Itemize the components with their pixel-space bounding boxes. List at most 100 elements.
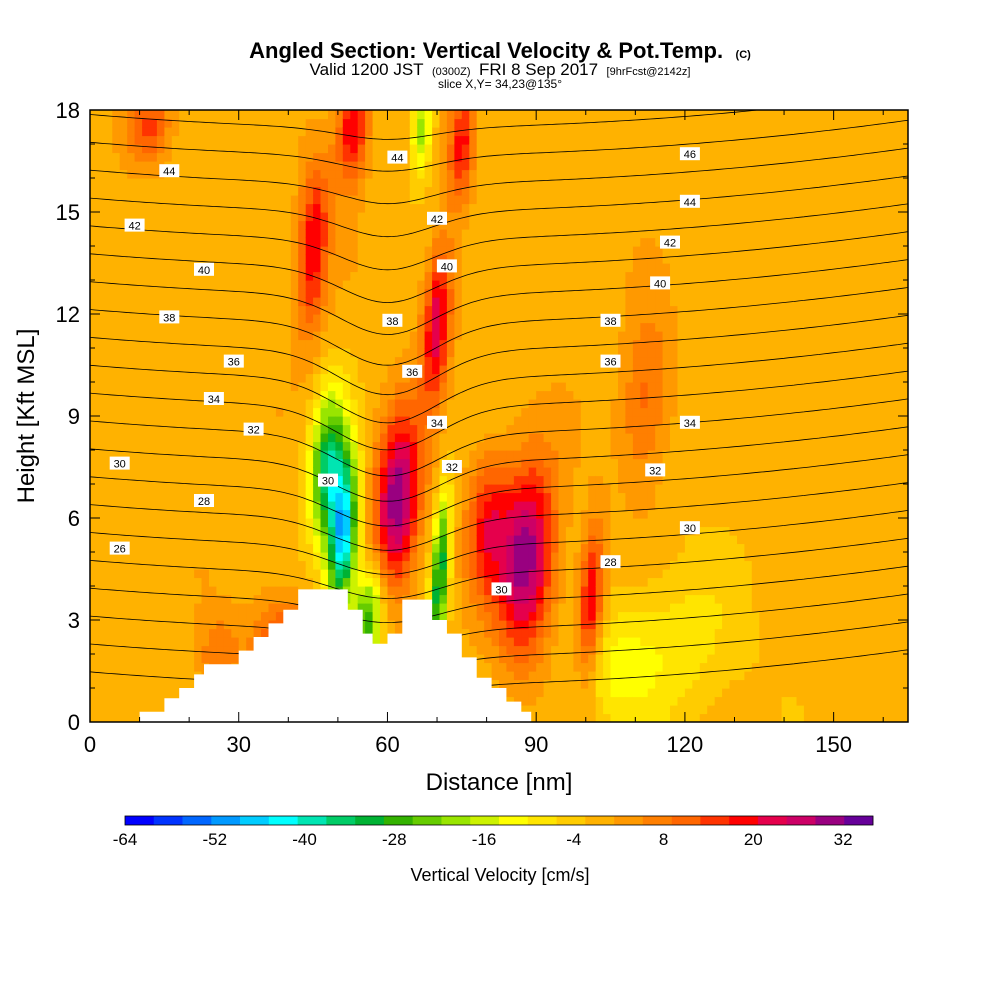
velocity-cell (365, 254, 374, 264)
velocity-cell (595, 407, 604, 417)
velocity-cell (595, 458, 604, 468)
velocity-cell (469, 280, 478, 290)
velocity-cell (134, 331, 143, 341)
velocity-cell (528, 713, 537, 722)
velocity-cell (112, 331, 121, 341)
velocity-cell (506, 339, 515, 349)
velocity-cell (372, 390, 381, 400)
velocity-cell (365, 424, 374, 434)
velocity-cell (261, 263, 269, 273)
velocity-cell (558, 569, 567, 579)
velocity-cell (521, 144, 530, 154)
velocity-cell (342, 526, 351, 536)
velocity-cell (328, 382, 336, 392)
velocity-cell (432, 152, 441, 162)
velocity-cell (551, 467, 560, 477)
velocity-cell (223, 543, 232, 553)
velocity-cell (156, 288, 165, 298)
velocity-cell (491, 484, 500, 494)
velocity-cell (201, 509, 210, 519)
velocity-cell (543, 662, 552, 672)
velocity-cell (216, 161, 225, 171)
velocity-cell (261, 543, 269, 553)
velocity-cell (595, 169, 604, 179)
velocity-cell (283, 220, 292, 230)
velocity-cell (223, 280, 232, 290)
velocity-cell (238, 586, 247, 596)
velocity-cell (112, 654, 121, 664)
velocity-cell (335, 475, 344, 485)
velocity-cell (127, 212, 136, 222)
velocity-cell (342, 458, 351, 468)
velocity-cell (201, 484, 210, 494)
velocity-cell (290, 543, 299, 553)
velocity-cell (365, 467, 374, 477)
velocity-cell (476, 645, 485, 655)
velocity-cell (156, 611, 165, 621)
velocity-cell (127, 390, 136, 400)
velocity-cell (513, 611, 522, 621)
velocity-cell (127, 450, 136, 460)
velocity-cell (164, 526, 173, 536)
velocity-cell (112, 339, 121, 349)
velocity-cell (387, 467, 396, 477)
velocity-cell (134, 212, 143, 222)
velocity-cell (588, 254, 597, 264)
velocity-cell (484, 339, 493, 349)
velocity-cell (536, 407, 545, 417)
velocity-cell (357, 594, 366, 604)
velocity-cell (231, 654, 240, 664)
velocity-cell (521, 297, 530, 307)
velocity-cell (469, 611, 478, 621)
velocity-cell (387, 535, 396, 545)
velocity-cell (432, 543, 441, 553)
velocity-cell (499, 331, 507, 341)
velocity-cell (179, 475, 188, 485)
velocity-cell (536, 161, 545, 171)
velocity-cell (402, 560, 411, 570)
velocity-cell (595, 433, 604, 443)
velocity-cell (439, 305, 448, 315)
velocity-cell (134, 161, 143, 171)
velocity-cell (565, 603, 574, 613)
velocity-cell (439, 543, 448, 553)
velocity-cell (97, 263, 106, 273)
velocity-cell (149, 611, 158, 621)
velocity-cell (186, 628, 195, 638)
velocity-cell (402, 407, 411, 417)
velocity-cell (499, 127, 507, 137)
velocity-cell (164, 178, 173, 188)
velocity-cell (313, 118, 322, 128)
velocity-cell (290, 467, 299, 477)
velocity-cell (387, 543, 396, 553)
velocity-cell (298, 348, 307, 358)
velocity-cell (506, 535, 515, 545)
velocity-cell (320, 382, 329, 392)
velocity-cell (104, 127, 113, 137)
velocity-cell (261, 552, 269, 562)
velocity-cell (171, 441, 180, 451)
velocity-cell (521, 135, 530, 145)
velocity-cell (253, 118, 262, 128)
velocity-cell (275, 586, 284, 596)
velocity-cell (134, 288, 143, 298)
velocity-cell (209, 127, 217, 137)
velocity-cell (357, 339, 366, 349)
velocity-cell (380, 237, 388, 247)
velocity-cell (476, 348, 485, 358)
velocity-cell (104, 186, 113, 196)
velocity-cell (380, 424, 388, 434)
velocity-cell (209, 441, 217, 451)
velocity-cell (201, 237, 210, 247)
velocity-cell (469, 178, 478, 188)
velocity-cell (268, 271, 277, 281)
velocity-cell (439, 152, 448, 162)
velocity-cell (476, 356, 485, 366)
velocity-cell (164, 203, 173, 213)
velocity-cell (565, 246, 574, 256)
velocity-cell (164, 603, 173, 613)
velocity-cell (149, 407, 158, 417)
velocity-cell (484, 288, 493, 298)
velocity-cell (558, 229, 567, 239)
velocity-cell (164, 144, 173, 154)
